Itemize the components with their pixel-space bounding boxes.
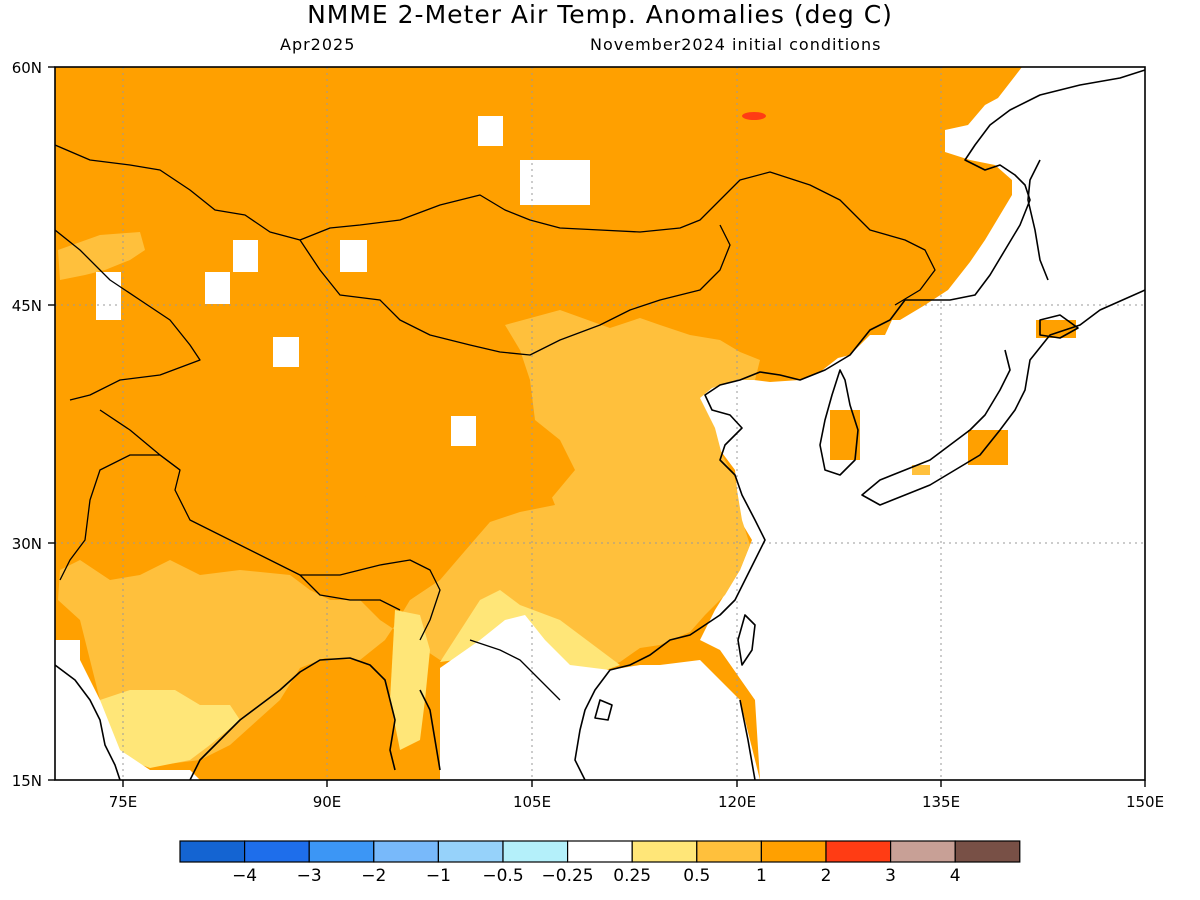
colorbar-label: 3 (885, 866, 896, 886)
lake-cell-aral (96, 272, 121, 320)
colorbar-label: −2 (361, 866, 386, 886)
lake-cell (233, 240, 258, 272)
colorbar-label: 2 (821, 866, 832, 886)
colorbar-swatch (373, 840, 439, 863)
anomaly-spot-2-3 (742, 112, 766, 120)
colorbar-label: −3 (297, 866, 322, 886)
anomaly-region-1-2-tibet (360, 450, 555, 600)
colorbar-label: 1 (756, 866, 767, 886)
anomaly-patch-japan-south (912, 465, 930, 475)
colorbar-label: 4 (950, 866, 961, 886)
axis-ticks (48, 66, 1146, 787)
lon-label: 150E (1126, 793, 1164, 811)
colorbar-swatch (825, 840, 892, 863)
colorbar: −4 −3 −2 −1 −0.5 −0.25 0.25 0.5 1 2 3 4 (179, 840, 1021, 886)
lat-label: 15N (12, 772, 42, 790)
colorbar-swatch (566, 840, 633, 863)
colorbar-label: −0.5 (482, 866, 523, 886)
lake-cell (205, 272, 230, 304)
longitude-labels: 75E 90E 105E 120E 135E 150E (109, 793, 1164, 811)
lon-label: 135E (922, 793, 960, 811)
colorbar-label: −1 (426, 866, 451, 886)
country-borders (55, 144, 936, 701)
neutral-region-india-south (55, 640, 200, 780)
anomaly-field (55, 67, 1145, 780)
lon-label: 120E (718, 793, 756, 811)
map-title: NMME 2-Meter Air Temp. Anomalies (deg C) (307, 0, 893, 29)
colorbar-swatch (696, 840, 762, 863)
colorbar-swatch (760, 840, 827, 863)
colorbar-swatch (244, 840, 310, 863)
anomaly-region-0.25-0.5-india (100, 690, 240, 768)
colorbar-label: −4 (232, 866, 257, 886)
neutral-region-indochina (440, 615, 760, 780)
coastlines (55, 69, 1145, 780)
lake-cell (478, 116, 503, 146)
lon-label: 105E (513, 793, 551, 811)
colorbar-swatch (889, 840, 956, 863)
lake-cell-qinghai (451, 416, 476, 446)
ocean-region (698, 67, 1145, 780)
lake-cell-baikal (520, 160, 590, 205)
colorbar-swatch (179, 840, 246, 863)
lat-label: 30N (12, 535, 42, 553)
colorbar-label: 0.5 (683, 866, 710, 886)
colorbar-swatch (954, 840, 1021, 863)
colorbar-swatch (631, 840, 698, 863)
anomaly-patch-honshu (968, 430, 1008, 465)
anomaly-region-0.5-1-west (58, 232, 145, 280)
anomaly-region-0.25-0.5-myanmar (390, 610, 430, 750)
lake-cell (340, 240, 367, 272)
map-frame (54, 66, 1146, 781)
lat-label: 45N (12, 297, 42, 315)
lon-label: 75E (109, 793, 138, 811)
lon-label: 90E (313, 793, 342, 811)
anomaly-patch-hokkaido (1036, 320, 1076, 338)
latitude-labels: 60N 45N 30N 15N (12, 59, 42, 790)
initial-conditions: November2024 initial conditions (590, 35, 882, 54)
colorbar-swatch (308, 840, 375, 863)
valid-month: Apr2025 (280, 35, 356, 54)
colorbar-label: −0.25 (542, 866, 594, 886)
colorbar-swatch (437, 840, 504, 863)
colorbar-swatch (502, 840, 569, 863)
lat-label: 60N (12, 59, 42, 77)
lake-cell (273, 337, 299, 367)
colorbar-label: 0.25 (613, 866, 651, 886)
